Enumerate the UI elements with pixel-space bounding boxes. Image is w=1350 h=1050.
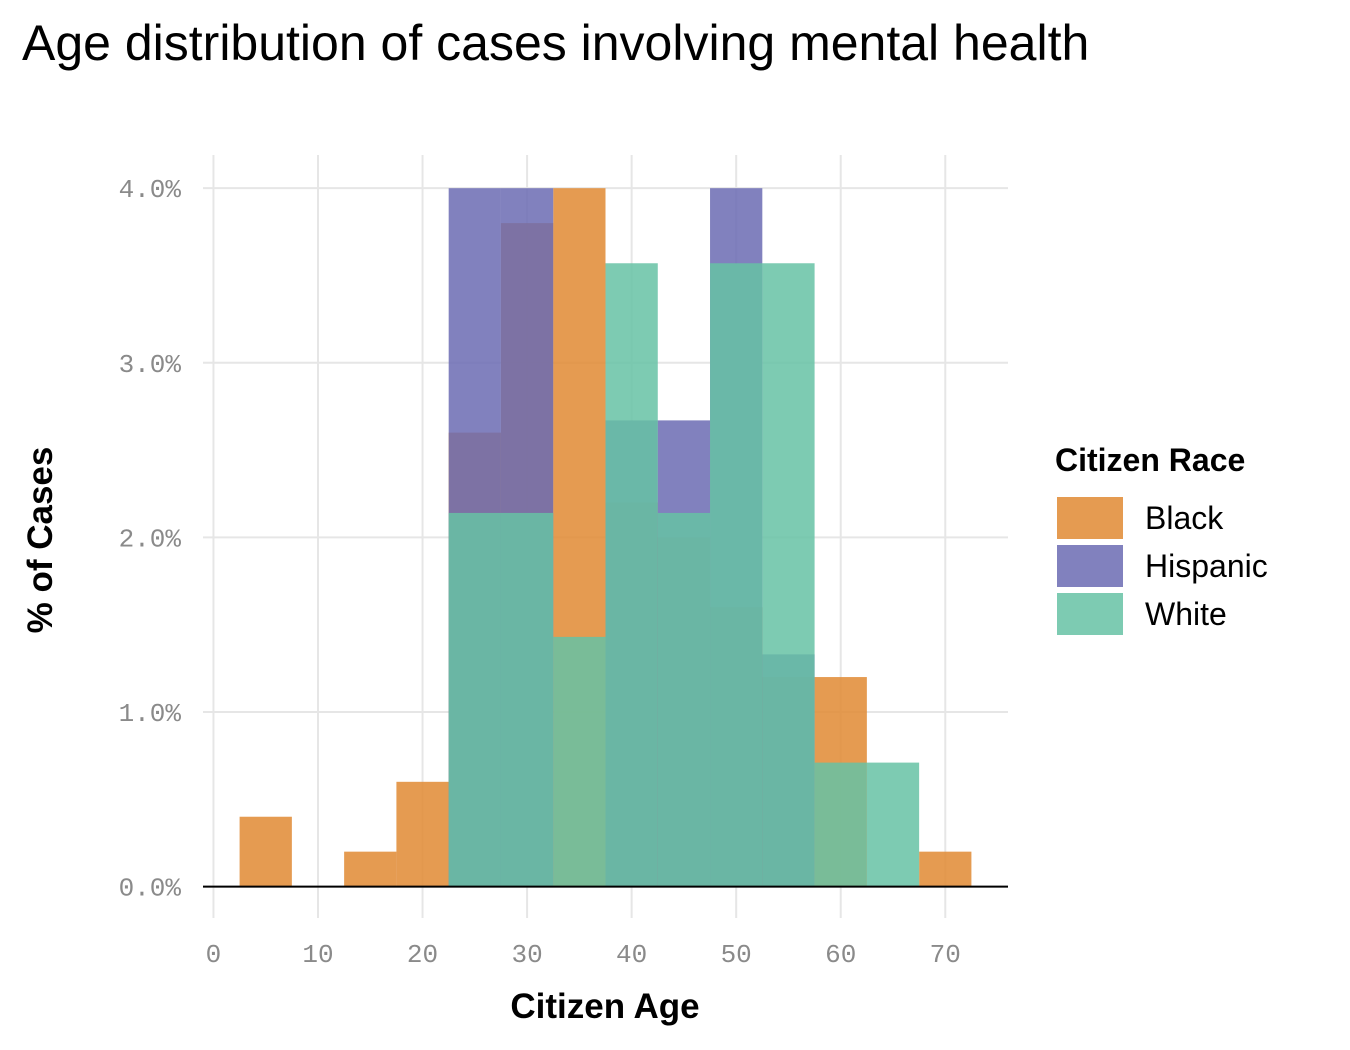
- bar-white: [762, 263, 815, 887]
- bar-white: [500, 512, 554, 887]
- bar-white: [448, 512, 501, 887]
- bar-black: [239, 816, 292, 887]
- y-tick-label: 1.0%: [119, 699, 182, 729]
- legend-label-hispanic: Hispanic: [1145, 548, 1268, 584]
- bar-white: [605, 263, 658, 887]
- y-tick-labels: 0.0% 1.0% 2.0% 3.0% 4.0%: [119, 175, 182, 903]
- histogram-bars: [239, 188, 972, 887]
- bar-black: [396, 781, 449, 887]
- legend-swatch-hispanic: [1057, 545, 1123, 587]
- x-tick-label: 20: [407, 940, 438, 970]
- y-tick-label: 4.0%: [119, 175, 182, 205]
- y-tick-label: 0.0%: [119, 874, 182, 904]
- legend-label-black: Black: [1145, 500, 1224, 536]
- x-tick-label: 10: [302, 940, 333, 970]
- x-tick-label: 40: [616, 940, 647, 970]
- x-axis-title: Citizen Age: [510, 987, 699, 1026]
- bar-white: [710, 263, 763, 887]
- x-tick-label: 50: [721, 940, 752, 970]
- legend-title: Citizen Race: [1055, 442, 1245, 478]
- bar-black: [344, 851, 397, 887]
- bar-black: [919, 851, 972, 887]
- bar-white: [866, 762, 920, 887]
- x-tick-label: 60: [825, 940, 856, 970]
- x-tick-labels: 0 10 20 30 40 50 60 70: [206, 940, 961, 970]
- chart-title: Age distribution of cases involving ment…: [22, 15, 1090, 71]
- legend-label-white: White: [1145, 596, 1227, 632]
- y-tick-label: 3.0%: [119, 350, 182, 380]
- legend-swatch-black: [1057, 497, 1123, 539]
- x-tick-label: 70: [930, 940, 961, 970]
- legend: Citizen Race Black Hispanic White: [1055, 442, 1268, 635]
- legend-swatch-white: [1057, 593, 1123, 635]
- x-tick-label: 0: [206, 940, 222, 970]
- y-tick-label: 2.0%: [119, 524, 182, 554]
- y-axis-title: % of Cases: [21, 447, 60, 634]
- bar-white: [553, 636, 606, 887]
- bar-white: [814, 762, 867, 887]
- bar-white: [657, 512, 711, 887]
- x-tick-label: 30: [511, 940, 542, 970]
